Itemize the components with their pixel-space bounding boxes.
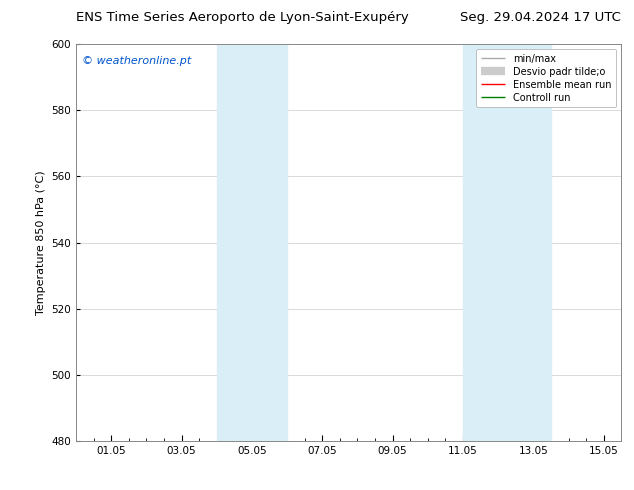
Bar [463, 44, 551, 441]
Y-axis label: Temperature 850 hPa (°C): Temperature 850 hPa (°C) [36, 170, 46, 315]
Bar [217, 44, 287, 441]
Text: ENS Time Series Aeroporto de Lyon-Saint-Exupéry: ENS Time Series Aeroporto de Lyon-Saint-… [76, 11, 409, 24]
Text: © weatheronline.pt: © weatheronline.pt [82, 56, 191, 66]
Legend: min/max, Desvio padr tilde;o, Ensemble mean run, Controll run: min/max, Desvio padr tilde;o, Ensemble m… [476, 49, 616, 107]
Text: Seg. 29.04.2024 17 UTC: Seg. 29.04.2024 17 UTC [460, 11, 621, 24]
